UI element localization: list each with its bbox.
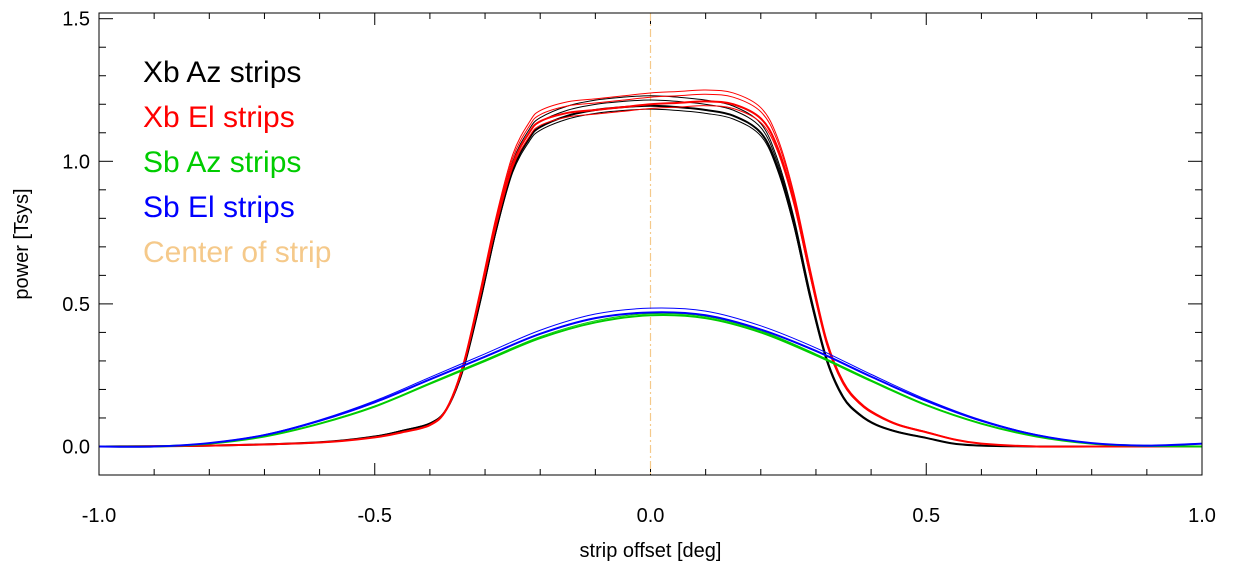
x-tick-label: 0.0 bbox=[637, 505, 665, 527]
series-line-2 bbox=[99, 89, 1202, 448]
legend: Xb Az strips Xb El strips Sb Az strips Sb E… bbox=[143, 56, 331, 269]
series-group bbox=[99, 89, 1202, 448]
x-tick-label: 0.5 bbox=[912, 505, 940, 527]
x-tick-label: -1.0 bbox=[82, 505, 116, 527]
legend-entry: Sb El strips bbox=[143, 191, 295, 224]
x-axis-label: strip offset [deg] bbox=[580, 540, 722, 562]
y-tick-label: 1.5 bbox=[62, 9, 90, 31]
legend-entry: Sb Az strips bbox=[143, 146, 301, 179]
y-tick-label: 0.0 bbox=[62, 436, 90, 458]
series-line-1 bbox=[99, 95, 1202, 448]
tick-labels: -1.0 -0.5 0.0 0.5 1.0 0.0 0.5 1.0 1.5 bbox=[62, 9, 1216, 527]
x-tick-label: 1.0 bbox=[1188, 505, 1216, 527]
axis-ticks bbox=[98, 13, 1203, 475]
y-tick-label: 1.0 bbox=[62, 151, 90, 173]
legend-entry: Center of strip bbox=[143, 236, 331, 269]
y-axis-label: power [Tsys] bbox=[11, 188, 33, 299]
legend-entry: Xb El strips bbox=[143, 101, 295, 134]
legend-entry: Xb Az strips bbox=[143, 56, 301, 89]
plot-frame bbox=[98, 12, 1203, 476]
series-line-4 bbox=[99, 311, 1202, 448]
x-tick-label: -0.5 bbox=[358, 505, 392, 527]
y-tick-label: 0.5 bbox=[62, 294, 90, 316]
series-line-2 bbox=[99, 105, 1202, 448]
series-line-3 bbox=[99, 312, 1202, 448]
series-line-4 bbox=[99, 307, 1202, 448]
